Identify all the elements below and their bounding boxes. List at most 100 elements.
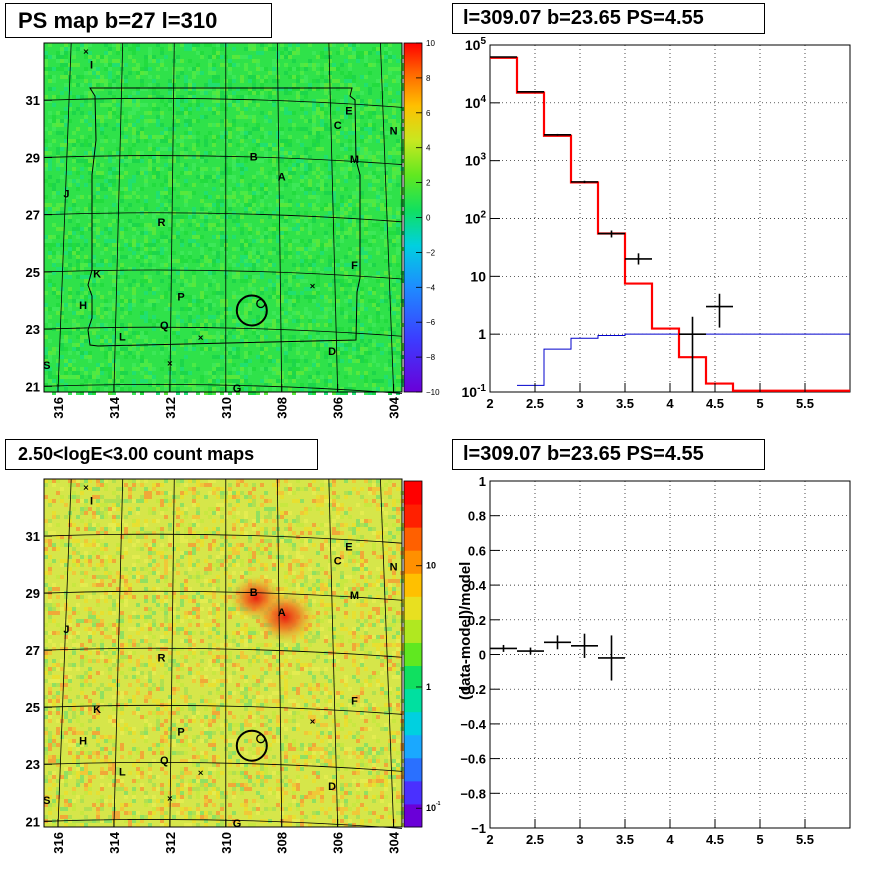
count-map-texture-cell [112,527,116,531]
ps-map-texture-cell [156,287,160,291]
ps-map-texture-cell [124,95,128,99]
ps-map-texture-cell [136,155,140,159]
ps-map-texture-cell [44,359,48,363]
ps-map-texture-cell [344,179,348,183]
count-map-texture-cell [368,491,372,495]
ps-map-texture-cell [180,291,184,295]
ps-map-texture-cell [296,275,300,279]
ps-map-texture-cell [88,351,92,355]
count-map-texture-cell [352,571,356,575]
ps-map-texture-cell [248,367,252,371]
ps-map-texture-cell [56,371,60,375]
ps-map-texture-cell [252,319,256,323]
ps-map-texture-cell [244,67,248,71]
count-map-texture-cell [344,579,348,583]
ps-map-texture-cell [388,87,392,91]
ps-map-texture-cell [184,151,188,155]
count-map-texture-cell [104,591,108,595]
ps-map-texture-cell [320,99,324,103]
ps-map-lon-line [276,42,283,393]
ps-map-texture-cell [316,243,320,247]
ps-map-texture-cell [124,347,128,351]
ps-map-texture-cell [384,75,388,79]
count-map-texture-cell [100,483,104,487]
count-map-texture-cell [388,555,392,559]
count-map-texture-cell [376,531,380,535]
ps-map-x-marker [198,335,203,341]
ps-map-texture-cell [184,339,188,343]
ps-map-texture-cell [264,191,268,195]
ps-map-texture-cell [220,119,224,123]
ps-map-texture-cell [120,247,124,251]
ps-map-texture-cell [300,331,304,335]
ps-map-texture-cell [180,359,184,363]
ps-map-texture-cell [244,211,248,215]
ps-map-texture-cell [120,111,124,115]
ps-map-texture-cell [260,323,264,327]
ps-map-texture-cell [116,75,120,79]
ps-map-texture-cell [316,127,320,131]
ps-map-texture-cell [396,167,400,171]
ps-map-texture-cell [220,367,224,371]
count-map-texture-cell [128,495,132,499]
ps-map-texture-cell [360,151,364,155]
ps-map-texture-cell [120,167,124,171]
ps-map-texture-cell [248,243,252,247]
ps-map-texture-cell [212,71,216,75]
ps-map-texture-cell [336,247,340,251]
ps-map-texture-cell [84,331,88,335]
ps-map-texture-cell [248,195,252,199]
ps-map-texture-cell [48,351,52,355]
ps-map-texture-cell [104,307,108,311]
count-map-texture-cell [316,587,320,591]
ps-map-texture-cell [328,383,332,387]
ps-map-texture-cell [232,327,236,331]
ps-map-texture-cell [144,367,148,371]
ps-map-texture-cell [168,271,172,275]
count-map-texture-cell [328,563,332,567]
ps-map-texture-cell [296,247,300,251]
ps-map-texture-cell [324,299,328,303]
ps-map-texture-cell [348,251,352,255]
ps-map-texture-cell [352,335,356,339]
ps-map-texture-cell [240,115,244,119]
ps-map-texture-cell [280,215,284,219]
ps-map-texture-cell [328,363,332,367]
ps-map-texture-cell [204,259,208,263]
count-map-texture-cell [116,575,120,579]
ps-map-texture-cell [304,79,308,83]
count-map-texture-cell [244,511,248,515]
ps-map-texture-cell [76,263,80,267]
ps-map-texture-cell [172,155,176,159]
count-map-texture-cell [284,487,288,491]
count-map-texture-cell [376,479,380,483]
ps-map-texture-cell [396,143,400,147]
count-map-texture-cell [164,507,168,511]
ps-map-texture-cell [356,347,360,351]
ps-map-texture-cell [292,391,296,395]
ps-map-texture-cell [80,135,84,139]
ps-map-texture-cell [328,207,332,211]
ps-map-texture-cell [140,255,144,259]
ps-map-texture-cell [356,179,360,183]
ps-map-texture-cell [168,223,172,227]
count-map-texture-cell [192,551,196,555]
ps-map-texture-cell [192,83,196,87]
count-map-texture-cell [192,543,196,547]
count-map-texture-cell [108,571,112,575]
ps-map-texture-cell [396,91,400,95]
count-map-texture-cell [64,543,68,547]
ps-map-texture-cell [152,307,156,311]
ps-map-texture-cell [252,179,256,183]
ps-map-texture-cell [244,251,248,255]
ps-map-texture-cell [116,279,120,283]
ps-map-texture-cell [248,311,252,315]
ps-map-texture-cell [208,315,212,319]
ps-map-texture-cell [308,59,312,63]
count-map-texture-cell [164,591,168,595]
ps-map-texture-cell [320,223,324,227]
ps-map-texture-cell [376,175,380,179]
ps-map-texture-cell [112,59,116,63]
ps-map-texture-cell [260,171,264,175]
ps-map-texture-cell [312,239,316,243]
